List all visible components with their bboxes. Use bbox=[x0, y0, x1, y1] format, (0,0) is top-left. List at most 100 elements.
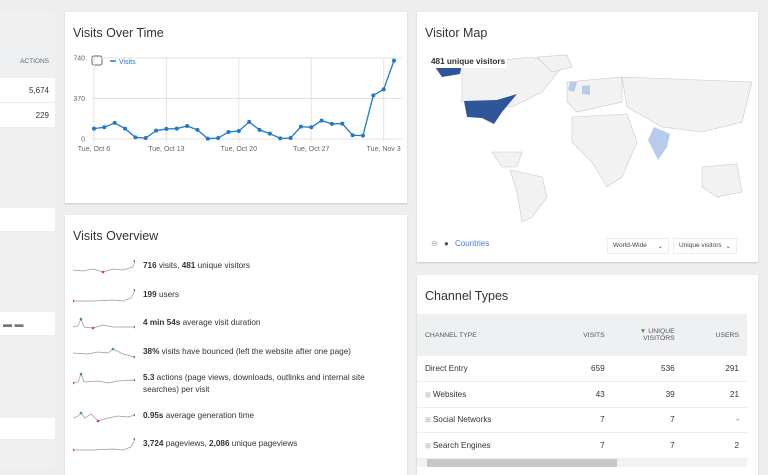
country-uk[interactable] bbox=[568, 82, 577, 92]
visits-cell: 43 bbox=[551, 381, 613, 408]
data-point[interactable] bbox=[185, 123, 190, 128]
table-row[interactable]: ⊞ Websites 43 39 21 bbox=[417, 381, 747, 408]
data-point[interactable] bbox=[143, 136, 148, 141]
users-cell: 291 bbox=[682, 356, 747, 382]
horizontal-scrollbar[interactable] bbox=[417, 459, 747, 467]
column-header[interactable]: USERS bbox=[682, 314, 747, 356]
visits-cell: 7 bbox=[551, 407, 613, 433]
sparkline[interactable] bbox=[73, 346, 135, 360]
data-point[interactable] bbox=[102, 125, 107, 130]
channel-name[interactable]: Websites bbox=[432, 389, 467, 399]
expand-icon[interactable]: ⊞ bbox=[425, 442, 433, 450]
data-point[interactable] bbox=[309, 125, 314, 130]
data-point[interactable] bbox=[133, 135, 138, 140]
channel-name[interactable]: Social Networks bbox=[432, 415, 492, 425]
expand-icon[interactable]: ⊞ bbox=[425, 417, 433, 425]
sparkline[interactable] bbox=[73, 372, 135, 386]
channel-name[interactable]: Search Engines bbox=[432, 440, 491, 450]
data-point[interactable] bbox=[257, 127, 262, 132]
x-tick-label: Tue, Oct 6 bbox=[78, 146, 111, 153]
map-tooltip: 481 unique visitors bbox=[429, 55, 508, 68]
row bbox=[0, 208, 55, 232]
data-point[interactable] bbox=[112, 120, 117, 125]
sparkline[interactable] bbox=[73, 317, 135, 331]
table-row[interactable]: ⊞ Social Networks 7 7 - bbox=[417, 407, 747, 433]
users-cell: 2 bbox=[682, 432, 747, 459]
data-point[interactable] bbox=[267, 131, 272, 136]
data-point[interactable] bbox=[298, 124, 303, 129]
widget-title: Visitor Map bbox=[425, 26, 488, 40]
widget-title: Channel Types bbox=[425, 289, 509, 303]
data-point[interactable] bbox=[236, 129, 241, 134]
country-mexico bbox=[491, 151, 523, 168]
data-point[interactable] bbox=[371, 93, 376, 98]
visits-over-time-widget: Visits Over Time Visits 0 370 740 Tue, Oct … bbox=[65, 12, 407, 203]
users-cell: 21 bbox=[682, 381, 747, 408]
overview-row: 38% visits have bounced (left the websit… bbox=[73, 346, 398, 360]
data-point[interactable] bbox=[92, 126, 96, 131]
data-point[interactable] bbox=[247, 119, 252, 124]
zoom-out-icon[interactable]: ⊖ bbox=[431, 239, 438, 248]
channel-name[interactable]: Direct Entry bbox=[425, 364, 468, 373]
x-tick-label: Tue, Oct 20 bbox=[221, 146, 257, 153]
scrollbar-thumb[interactable] bbox=[427, 459, 617, 467]
country-europe bbox=[566, 76, 623, 113]
x-tick-label: Tue, Nov 3 bbox=[367, 146, 401, 153]
overview-row: 716 visits, 481 unique visitors bbox=[73, 260, 398, 274]
overview-text: 5.3 actions (page views, downloads, outl… bbox=[143, 373, 365, 394]
overview-text: 3,724 pageviews, 2,086 unique pageviews bbox=[143, 439, 298, 448]
data-point[interactable] bbox=[278, 136, 283, 141]
column-header[interactable]: VISITS bbox=[551, 314, 613, 356]
table-row[interactable]: ⊞ Search Engines 7 7 2 bbox=[417, 432, 747, 459]
legend-label[interactable]: Visits bbox=[119, 59, 136, 66]
data-point[interactable] bbox=[205, 136, 210, 141]
column-header[interactable]: CHANNEL TYPE bbox=[417, 314, 552, 356]
sparkline[interactable] bbox=[73, 438, 135, 452]
actions-value: 5,674 bbox=[0, 78, 55, 103]
x-tick-label: Tue, Oct 13 bbox=[148, 146, 184, 153]
data-point[interactable] bbox=[195, 127, 200, 132]
data-point[interactable] bbox=[319, 118, 324, 123]
y-tick-label: 740 bbox=[73, 56, 85, 63]
data-point[interactable] bbox=[392, 58, 396, 63]
data-point[interactable] bbox=[329, 121, 334, 126]
row bbox=[0, 418, 55, 440]
world-map[interactable] bbox=[422, 52, 752, 222]
y-tick-label: 370 bbox=[73, 96, 85, 103]
channel-types-widget: Channel Types CHANNEL TYPE VISITS ▼ UNIQ… bbox=[417, 275, 758, 475]
column-header[interactable]: ▼ UNIQUE VISITORS bbox=[612, 314, 683, 356]
country-germany[interactable] bbox=[582, 85, 590, 95]
chart-type-icon[interactable] bbox=[91, 55, 103, 66]
users-cell: - bbox=[682, 407, 747, 433]
data-point[interactable] bbox=[174, 126, 179, 131]
widget-title: Visits Overview bbox=[73, 229, 159, 243]
country-asia bbox=[621, 76, 752, 133]
left-panel: ACTIONS 5,674 229 ▬ ▬ bbox=[0, 12, 55, 468]
data-point[interactable] bbox=[340, 121, 345, 126]
unique-visitors-cell: 7 bbox=[612, 407, 683, 433]
data-point[interactable] bbox=[216, 136, 221, 141]
sparkline[interactable] bbox=[73, 289, 135, 303]
metric-select[interactable]: Unique visitors ⌄ bbox=[673, 238, 737, 254]
sparkline[interactable] bbox=[73, 260, 135, 274]
country-usa[interactable] bbox=[464, 94, 517, 124]
country-india[interactable] bbox=[648, 127, 670, 160]
sparkline[interactable] bbox=[73, 410, 135, 424]
data-point[interactable] bbox=[226, 129, 231, 134]
expand-icon[interactable]: ⊞ bbox=[425, 391, 433, 399]
table-row[interactable]: Direct Entry 659 536 291 bbox=[417, 356, 747, 382]
region-select[interactable]: World-Wide ⌄ bbox=[607, 238, 669, 254]
actions-header: ACTIONS bbox=[0, 47, 55, 77]
data-point[interactable] bbox=[288, 136, 293, 141]
unique-visitors-cell: 39 bbox=[612, 381, 683, 408]
folder-icons[interactable]: ▬ ▬ bbox=[0, 312, 55, 336]
data-point[interactable] bbox=[360, 133, 365, 138]
countries-link[interactable]: Countries bbox=[455, 239, 490, 248]
data-point[interactable] bbox=[381, 87, 386, 92]
data-point[interactable] bbox=[164, 126, 169, 131]
unique-visitors-cell: 7 bbox=[612, 432, 683, 459]
data-point[interactable] bbox=[154, 128, 159, 133]
data-point[interactable] bbox=[350, 133, 355, 138]
overview-text: 716 visits, 481 unique visitors bbox=[143, 261, 250, 270]
data-point[interactable] bbox=[123, 126, 128, 131]
